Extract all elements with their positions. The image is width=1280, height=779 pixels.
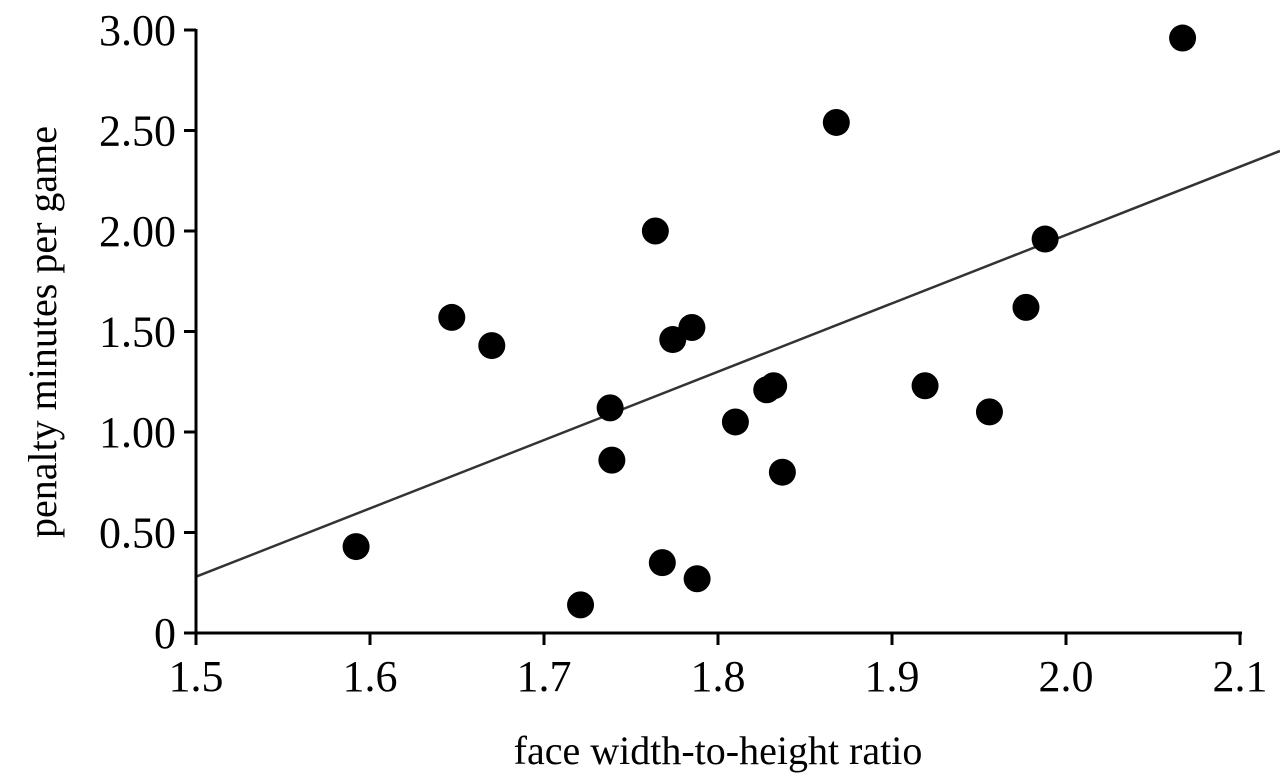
x-tick-label: 2.0	[1039, 652, 1094, 701]
data-point	[822, 108, 850, 136]
x-tick-label: 1.7	[517, 652, 572, 701]
trendline	[195, 149, 1280, 578]
x-tick-label: 1.6	[343, 652, 398, 701]
trendline-layer	[195, 149, 1280, 578]
x-tick-label: 1.9	[865, 652, 920, 701]
data-point	[683, 565, 711, 593]
data-point	[342, 533, 370, 561]
x-tick-label: 1.5	[169, 652, 224, 701]
y-tick-label: 1.00	[99, 408, 176, 457]
x-axis-title: face width-to-height ratio	[514, 728, 923, 773]
y-tick-label: 0	[154, 609, 176, 658]
x-tick-label: 1.8	[691, 652, 746, 701]
data-point	[567, 591, 595, 619]
ticks-layer: 1.5 1.6 1.7 1.8 1.9 2.0 2.1 0 0.50 1.00 1.50 2.00 2.…	[99, 6, 1268, 701]
data-point	[975, 398, 1003, 426]
data-point	[648, 549, 676, 577]
data-point	[598, 446, 626, 474]
data-point	[721, 408, 749, 436]
y-axis-title: penalty minutes per game	[20, 126, 65, 538]
y-tick-label: 2.00	[99, 207, 176, 256]
data-point	[678, 313, 706, 341]
data-point	[760, 372, 788, 400]
data-point	[641, 217, 669, 245]
x-tick-label: 2.1	[1213, 652, 1268, 701]
data-point	[1031, 225, 1059, 253]
y-tick-label: 3.00	[99, 6, 176, 55]
data-point	[1012, 293, 1040, 321]
data-point	[1169, 24, 1197, 52]
data-point	[911, 372, 939, 400]
points-layer	[342, 24, 1197, 619]
y-tick-label: 2.50	[99, 107, 176, 156]
y-tick-label: 0.50	[99, 509, 176, 558]
data-point	[438, 303, 466, 331]
y-tick-label: 1.50	[99, 308, 176, 357]
data-point	[768, 458, 796, 486]
data-point	[596, 394, 624, 422]
data-point	[478, 332, 506, 360]
